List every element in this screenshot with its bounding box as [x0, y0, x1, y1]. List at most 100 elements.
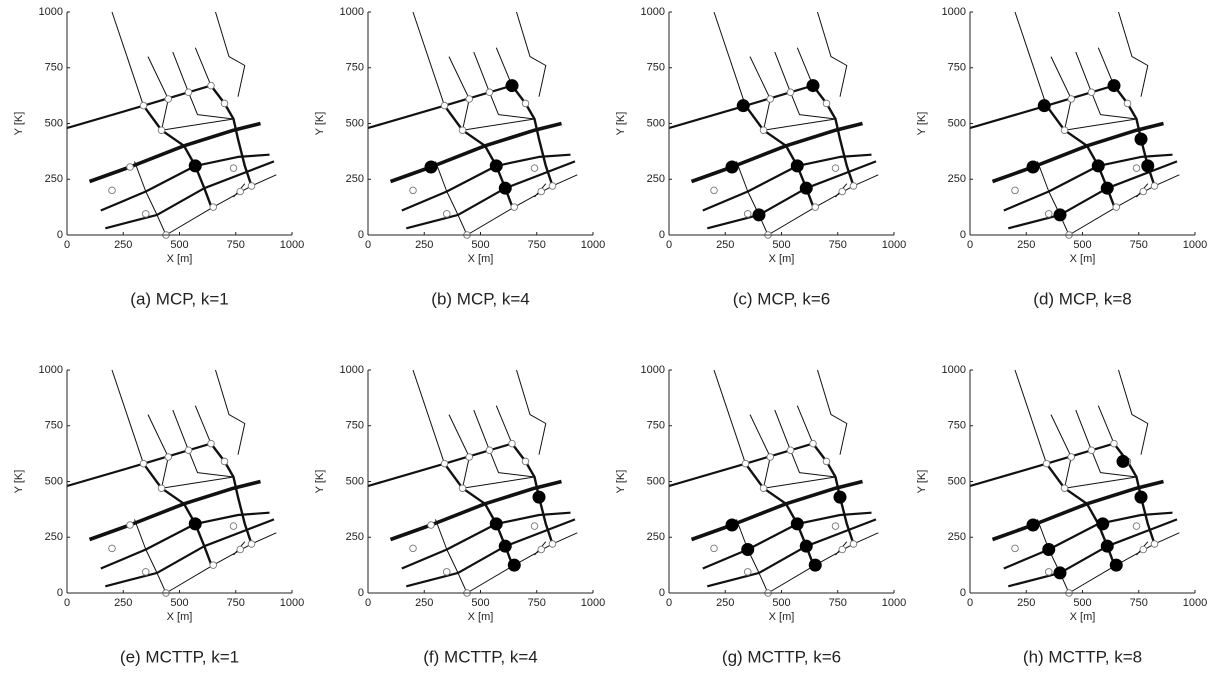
candidate-node	[710, 186, 718, 195]
x-tick-label: 0	[967, 239, 973, 251]
selected-node	[790, 159, 804, 173]
selected-node	[1042, 543, 1056, 557]
road	[1091, 450, 1137, 478]
road	[774, 51, 791, 93]
candidate-node	[831, 522, 840, 530]
road	[489, 450, 535, 478]
y-tick-label: 750	[346, 62, 364, 74]
candidate-node	[537, 187, 546, 196]
candidate-node	[521, 99, 530, 108]
candidate-node	[530, 164, 539, 172]
y-tick-label: 500	[647, 117, 665, 129]
candidate-node	[759, 484, 768, 492]
candidate-node	[126, 163, 134, 171]
road	[473, 51, 490, 93]
x-tick-label: 250	[716, 239, 734, 251]
caption: (e) MCTTP, k=1	[120, 647, 239, 666]
road	[736, 161, 769, 236]
road	[1091, 92, 1137, 120]
y-tick-label: 750	[948, 420, 966, 432]
candidate-node	[1067, 95, 1075, 103]
road	[389, 121, 562, 184]
candidate-node	[157, 126, 166, 134]
y-tick-label: 250	[948, 531, 966, 543]
road	[763, 118, 836, 131]
selected-node	[833, 490, 847, 504]
caption: (c) MCP, k=6	[733, 289, 830, 308]
candidate-node	[443, 210, 451, 218]
y-tick-label: 750	[346, 420, 364, 432]
y-axis-label: Y [K]	[13, 470, 25, 494]
candidate-node	[744, 568, 752, 576]
road	[1050, 414, 1072, 458]
selected-node	[752, 208, 766, 222]
road	[763, 98, 771, 131]
road	[161, 456, 169, 489]
selected-node	[505, 79, 519, 93]
y-tick-label: 500	[346, 475, 364, 487]
road	[111, 369, 144, 464]
road	[713, 369, 746, 464]
candidate-node	[220, 457, 229, 466]
selected-node	[1116, 454, 1130, 468]
candidate-node	[1139, 187, 1147, 196]
candidate-node	[184, 88, 193, 97]
candidate-node	[744, 210, 752, 218]
road	[817, 11, 848, 97]
candidate-node	[1110, 439, 1118, 448]
y-tick-label: 1000	[340, 364, 364, 376]
road	[1075, 409, 1092, 451]
x-tick-label: 0	[365, 597, 371, 609]
road	[516, 11, 547, 97]
y-tick-label: 0	[358, 229, 364, 241]
y-tick-label: 1000	[39, 364, 63, 376]
road	[161, 98, 169, 131]
road	[736, 519, 769, 594]
x-tick-label: 750	[528, 239, 546, 251]
road	[1037, 519, 1070, 594]
candidate-node	[1123, 99, 1132, 108]
road	[690, 121, 863, 184]
selected-node	[507, 558, 521, 572]
selected-node	[1141, 159, 1155, 173]
caption: (d) MCP, k=8	[1033, 289, 1131, 308]
candidate-node	[849, 540, 858, 548]
candidate-node	[485, 446, 494, 455]
road	[763, 476, 836, 489]
candidate-node	[458, 484, 467, 492]
x-tick-label: 0	[967, 597, 973, 609]
x-tick-label: 500	[1073, 239, 1091, 251]
candidate-node	[207, 439, 215, 448]
road	[991, 479, 1164, 542]
selected-node	[1053, 208, 1067, 222]
candidate-node	[1139, 545, 1147, 554]
y-tick-label: 250	[647, 173, 665, 185]
candidate-node	[1112, 203, 1120, 211]
x-tick-label: 1000	[1183, 239, 1207, 251]
selected-node	[736, 99, 750, 113]
candidate-node	[1060, 126, 1069, 134]
caption: (a) MCP, k=1	[130, 289, 228, 308]
candidate-node	[1044, 210, 1053, 218]
candidate-node	[849, 182, 858, 190]
y-axis-label: Y [K]	[916, 470, 928, 494]
y-axis-label: Y [K]	[615, 112, 627, 136]
y-tick-label: 500	[45, 475, 63, 487]
x-tick-label: 1000	[581, 239, 605, 251]
x-tick-label: 0	[64, 239, 70, 251]
candidate-node	[465, 453, 474, 461]
candidate-node	[247, 182, 256, 190]
selected-node	[741, 543, 755, 557]
road	[142, 104, 213, 207]
road	[194, 405, 212, 444]
candidate-node	[1087, 446, 1096, 455]
candidate-node	[108, 186, 116, 195]
selected-node	[1026, 518, 1040, 532]
x-tick-label: 250	[114, 239, 132, 251]
candidate-node	[1150, 182, 1159, 190]
road	[147, 56, 169, 100]
y-tick-label: 1000	[641, 364, 665, 376]
selected-node	[1096, 517, 1110, 531]
road	[194, 47, 212, 86]
